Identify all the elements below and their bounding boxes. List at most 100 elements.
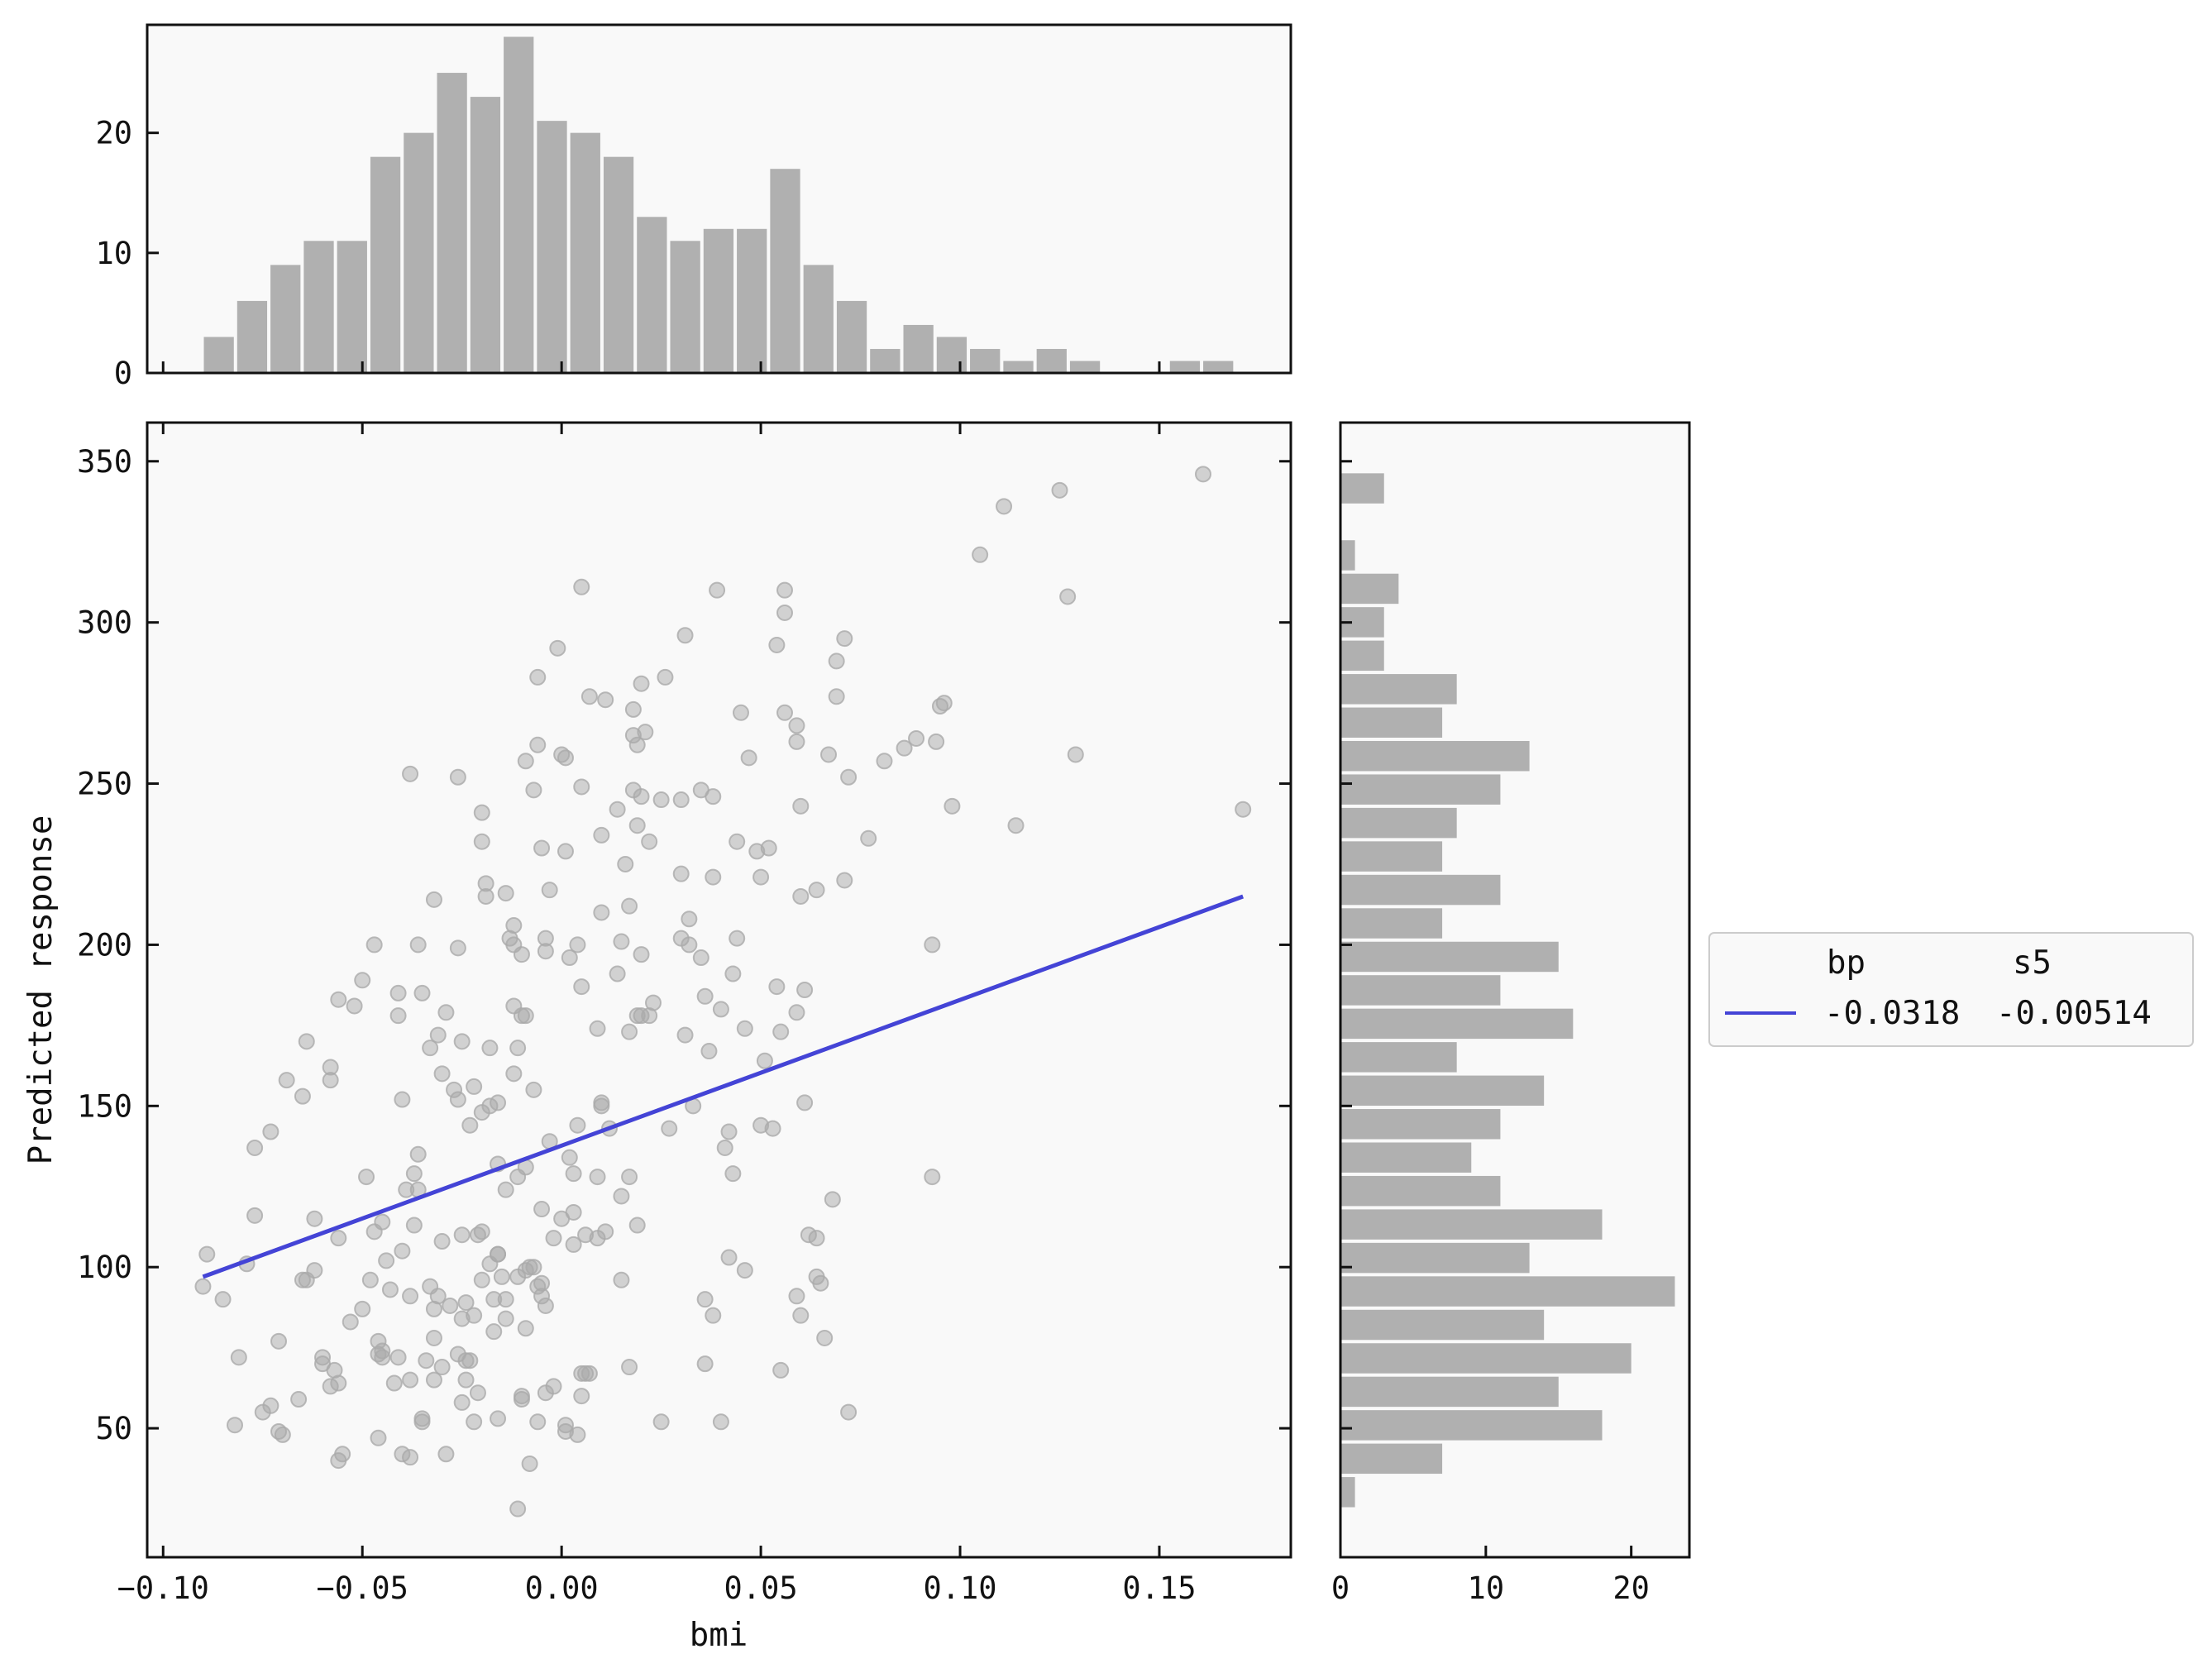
scatter-point <box>509 1040 527 1057</box>
top-histogram-y-tick-label: 0 <box>114 356 132 391</box>
right-histogram-bar <box>1340 1175 1501 1207</box>
scatter-point <box>569 1116 586 1134</box>
scatter-point <box>246 1139 264 1156</box>
scatter-point <box>593 904 610 921</box>
scatter-point <box>824 1191 841 1208</box>
scatter-point <box>490 1410 507 1427</box>
top-histogram-bar <box>270 265 301 373</box>
scatter-point <box>533 1201 551 1218</box>
scatter-point <box>573 1388 590 1405</box>
scatter-point <box>529 736 547 753</box>
right-histogram-bar <box>1340 1008 1574 1040</box>
scatter-point <box>505 1065 523 1083</box>
scatter-point <box>828 688 845 705</box>
scatter-point <box>262 1123 279 1140</box>
scatter-point <box>724 965 742 982</box>
top-histogram-bar <box>603 156 634 374</box>
scatter-point <box>294 1087 311 1105</box>
scatter-point <box>298 1033 315 1050</box>
scatter-point <box>557 749 574 767</box>
right-histogram-bar <box>1340 740 1530 772</box>
right-histogram-x-tick-label: 10 <box>1468 1570 1505 1606</box>
y-tick-label: 50 <box>95 1411 132 1446</box>
right-histogram-x-tick-label: 0 <box>1331 1570 1350 1606</box>
scatter-point <box>533 839 551 857</box>
scatter-point <box>405 1165 423 1183</box>
top-histogram-bar <box>903 324 934 373</box>
scatter-point <box>509 1500 527 1518</box>
scatter-point <box>505 917 523 934</box>
scatter-point <box>613 1271 630 1288</box>
scatter-point <box>409 1145 427 1163</box>
top-histogram-bar <box>1069 361 1101 373</box>
scatter-point <box>621 1023 638 1040</box>
scatter-point <box>681 911 698 928</box>
right-histogram-bar <box>1340 640 1384 672</box>
scatter-point <box>561 1149 578 1166</box>
scatter-point <box>274 1426 291 1443</box>
x-tick-label: −0.10 <box>117 1570 209 1606</box>
fit-line-group <box>202 894 1245 1279</box>
scatter-point <box>661 1120 678 1137</box>
scatter-point <box>330 991 347 1008</box>
scatter-point <box>724 1165 742 1183</box>
scatter-point <box>637 724 654 741</box>
right-histogram-bar <box>1340 1109 1501 1140</box>
scatter-point <box>736 1262 753 1279</box>
scatter-point <box>529 668 547 686</box>
scatter-point <box>461 1116 479 1134</box>
scatter-point <box>633 675 650 692</box>
scatter-point <box>389 1349 407 1366</box>
scatter-point <box>609 801 626 818</box>
right-histogram-frame <box>1339 421 1691 1559</box>
top-histogram-y-tick-label: 10 <box>95 236 132 271</box>
scatter-point <box>334 1446 351 1463</box>
top-histogram-bar <box>470 97 501 373</box>
top-histogram-bar <box>770 169 800 373</box>
fit-line <box>202 894 1245 1279</box>
top-histogram-bar <box>637 217 667 373</box>
right-histogram-bar <box>1340 1075 1545 1107</box>
right-histogram-bars <box>1340 473 1675 1508</box>
scatter-point <box>453 1393 471 1411</box>
scatter-point <box>796 982 814 998</box>
scatter-point <box>537 943 554 960</box>
scatter-point <box>358 1169 375 1186</box>
scatter-point <box>613 933 630 950</box>
right-histogram-bar <box>1340 1376 1559 1408</box>
right-histogram-bar <box>1340 1410 1603 1441</box>
scatter-point <box>485 1323 503 1341</box>
right-histogram-bar <box>1340 1142 1472 1173</box>
right-histogram-bar <box>1340 674 1457 705</box>
scatter-point <box>972 546 989 563</box>
scatter-point <box>437 1446 455 1463</box>
legend-header-bp: bp <box>1827 944 1866 982</box>
top-histogram-bar <box>1003 361 1034 373</box>
scatter-point <box>394 1091 411 1108</box>
scatter-point <box>709 581 726 599</box>
top-histogram-bar <box>1169 361 1201 373</box>
scatter-point <box>820 746 838 763</box>
scatter-point <box>696 1355 714 1373</box>
scatter-point <box>652 1413 670 1431</box>
top-histogram-bar <box>1203 361 1234 373</box>
scatter-point <box>1235 801 1252 818</box>
scatter-point <box>453 1033 471 1050</box>
scatter-point <box>776 581 794 599</box>
scatter-point <box>557 843 574 860</box>
scatter-point <box>517 1007 534 1025</box>
scatter-point <box>1067 746 1084 763</box>
top-histogram-bar <box>936 337 967 373</box>
scatter-point <box>402 1288 419 1305</box>
right-histogram-bar <box>1340 975 1501 1006</box>
scatter-point <box>457 1371 475 1389</box>
scatter-point <box>812 1274 829 1292</box>
scatter-point <box>429 1026 447 1044</box>
axis-tick-labels: −0.10 −0.05 0.00 0.05 0.10 0.1550100150200250… <box>77 116 1650 1606</box>
scatter-point <box>573 978 590 996</box>
scatter-point <box>365 936 383 954</box>
scatter-point <box>378 1252 395 1269</box>
scatter-point <box>613 1188 630 1205</box>
scatter-point <box>580 1365 598 1382</box>
scatter-point <box>644 994 662 1011</box>
